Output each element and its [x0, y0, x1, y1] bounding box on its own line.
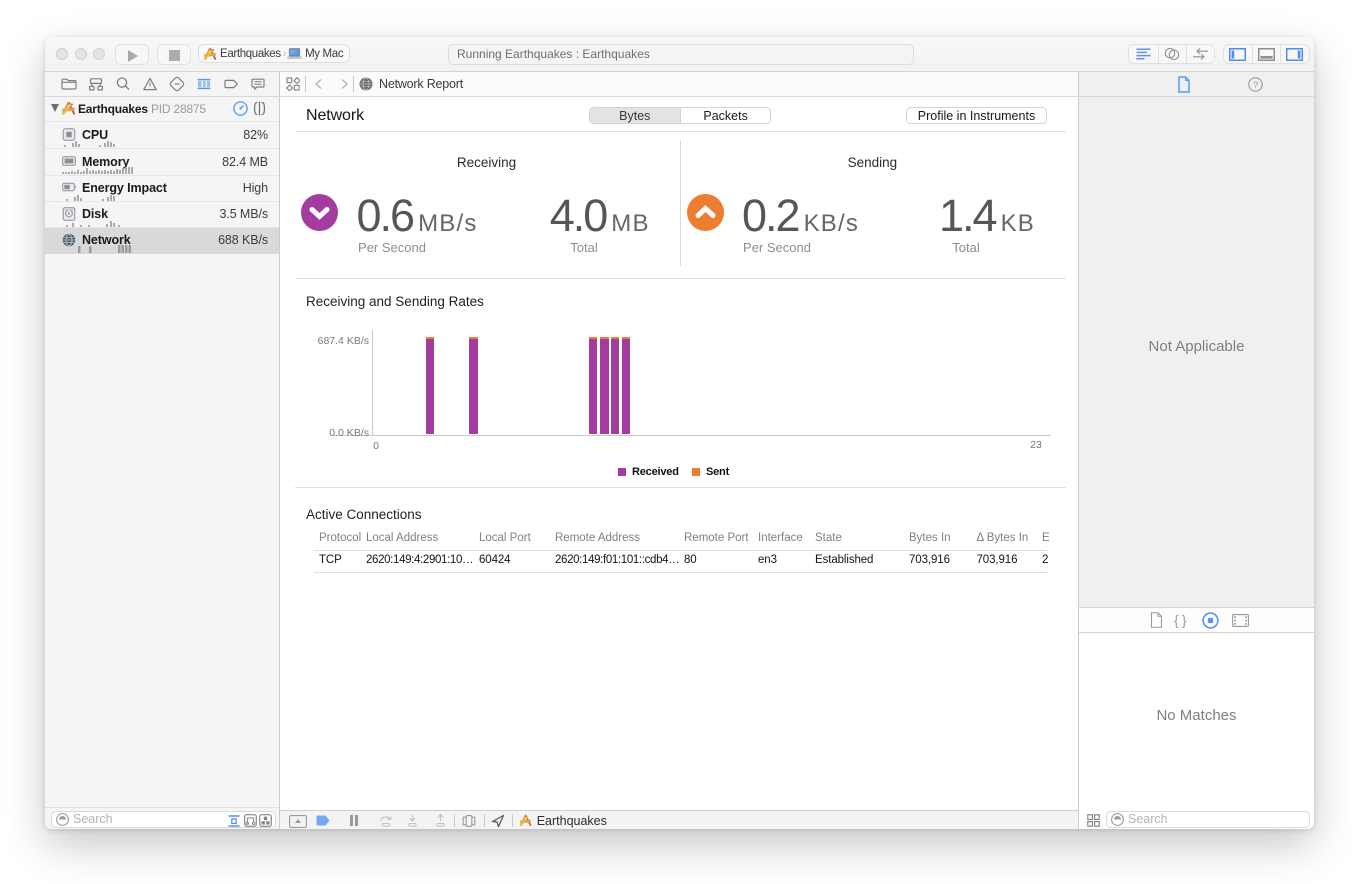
- svg-text:?: ?: [1253, 80, 1258, 91]
